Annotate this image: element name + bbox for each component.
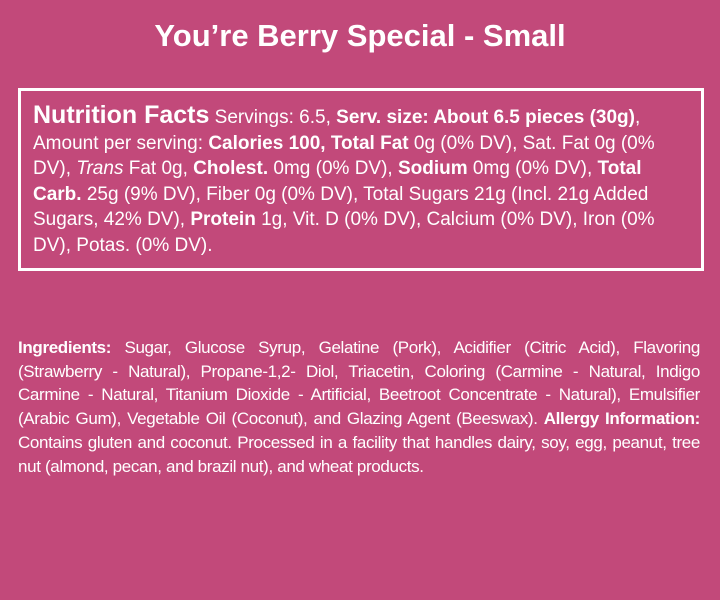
text-run: , Amount per serving: [33, 107, 641, 154]
nutrition-facts: Nutrition Facts Servings: 6.5, Serv. siz… [18, 88, 704, 271]
text-run: Serv. size: About 6.5 pieces (30g) [336, 107, 635, 128]
text-run: Allergy Information: [543, 409, 701, 429]
text-run: Contains gluten and coconut. Processed i… [18, 432, 700, 476]
text-run: Calories 100, Total Fat [208, 132, 409, 154]
text-run: 0mg (0% DV), [268, 158, 398, 179]
text-run: Nutrition Facts [33, 101, 210, 129]
text-run: Cholest. [193, 158, 269, 179]
ingredients: Ingredients: Sugar, Glucose Syrup, Gelat… [18, 336, 700, 478]
text-run: Sodium [397, 158, 468, 179]
text-run: 1g, Vit. D (0% DV), Calcium (0% DV), Iro… [33, 209, 655, 256]
text-run: 0g (0% DV), Sat. Fat 0g (0% DV), [33, 132, 655, 180]
text-run: 0mg (0% DV), [467, 158, 598, 179]
text-run: Protein [190, 209, 256, 230]
text-run: Ingredients: [18, 338, 112, 357]
text-run: Trans [76, 158, 124, 179]
text-run: 25g (9% DV), Fiber 0g (0% DV), Total Sug… [33, 183, 649, 231]
title: You’re Berry Special - Small [154, 18, 566, 53]
text-run: Servings: 6.5, [209, 107, 337, 128]
text-run: Fat 0g, [123, 158, 194, 179]
text-run: Sugar, Glucose Syrup, Gelatine (Pork), A… [18, 338, 700, 429]
text-run: Total Carb. [33, 158, 642, 205]
